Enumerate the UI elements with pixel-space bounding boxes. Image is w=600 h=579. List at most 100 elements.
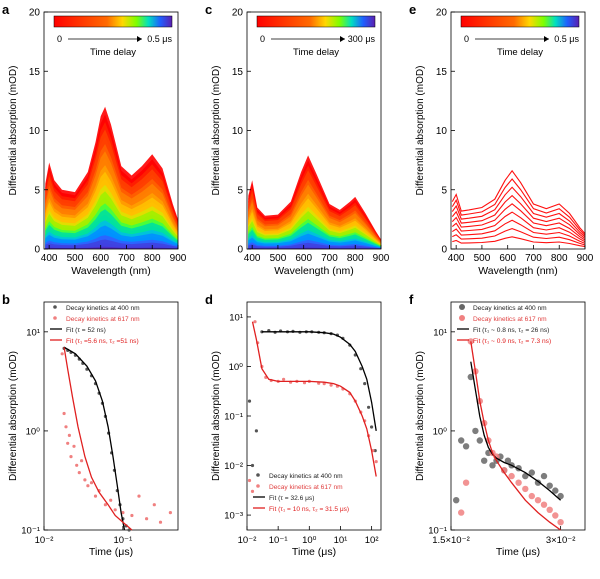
x-tick-label: 700 [118, 253, 135, 264]
legend-label: Decay kinetics at 400 nm [473, 305, 547, 312]
data-point [72, 444, 76, 448]
y-tick-label: 0 [34, 245, 40, 256]
y-axis-title: Differential absorption (mOD) [415, 66, 426, 196]
data-point [60, 352, 64, 356]
x-tick-label: 700 [321, 253, 338, 264]
x-tick-label: 500 [474, 253, 491, 264]
colorbar-start-label: 0 [57, 34, 62, 44]
data-point [370, 425, 374, 429]
data-point [522, 472, 529, 480]
data-point [77, 471, 81, 475]
y-tick-label: 10⁻¹ [428, 526, 447, 537]
x-tick-label: 600 [499, 253, 516, 264]
legend-marker [256, 473, 260, 477]
y-tick-label: 0 [441, 245, 447, 256]
fit-line [63, 346, 126, 531]
data-point [62, 411, 66, 416]
data-point [113, 508, 117, 512]
data-point [168, 510, 172, 515]
x-tick-label: 1.5×10⁻² [432, 535, 470, 546]
legend-entry: Decay kinetics at 617 nm [459, 315, 547, 323]
data-point [501, 467, 508, 474]
x-tick-label: 900 [577, 253, 594, 264]
data-point [557, 492, 564, 500]
data-point [476, 437, 483, 444]
x-tick-label: 10⁻¹ [113, 535, 132, 546]
legend-entry: Fit (τ₁ =5.6 ns, τ₂ =51 ns) [50, 338, 139, 345]
data-point [253, 320, 257, 324]
data-point [552, 512, 559, 519]
data-point [282, 377, 286, 381]
data-point [528, 469, 535, 476]
x-tick-label: 800 [347, 253, 364, 264]
legend-label: Decay kinetics at 617 nm [269, 484, 343, 491]
data-point [534, 479, 542, 486]
panel-d: d 10⁻² 10⁻¹ 10⁰ 10¹ 10² 10⁻³ 10⁻² 10⁻¹ 10⁰ 10¹ Deca… [205, 292, 382, 558]
y-tick-label: 5 [441, 185, 447, 196]
legend-entry: Fit (τ₁ = 10 ns, τ₂ = 31.5 μs) [253, 506, 349, 513]
y-tick-label: 10⁰ [26, 426, 41, 437]
legend-marker [53, 316, 57, 320]
colorbar-end-label: 300 μs [348, 34, 376, 44]
data-point [127, 528, 131, 532]
data-point [522, 485, 529, 493]
x-tick-label: 10² [365, 535, 379, 546]
y-tick-label: 10⁻² [224, 461, 243, 472]
colorbar-end-label: 0.5 μs [554, 34, 579, 44]
legend-label: Fit (τ = 32.6 μs) [269, 495, 314, 502]
panel-letter: a [2, 2, 10, 17]
series [63, 346, 126, 531]
spectrum-trace [451, 219, 586, 244]
y-tick-label: 10¹ [26, 327, 40, 338]
data-point [508, 472, 515, 480]
x-tick-label: 400 [448, 253, 465, 264]
y-axis-title: Differential absorption (mOD) [8, 351, 19, 481]
spectrum-trace [451, 186, 586, 238]
time-arrow-head [137, 36, 142, 42]
data-point [145, 517, 149, 521]
y-tick-label: 10 [232, 126, 244, 137]
legend-marker [459, 304, 465, 310]
data-point [546, 482, 553, 489]
data-point [557, 519, 564, 526]
y-axis-title: Differential absorption (mOD) [211, 66, 222, 196]
data-point [152, 503, 156, 507]
panel-letter: d [205, 292, 213, 307]
colorbar [53, 15, 173, 28]
y-tick-label: 10⁻¹ [224, 412, 243, 423]
spectrum-trace [451, 178, 586, 236]
data-point [515, 479, 522, 486]
y-tick-label: 10 [29, 126, 41, 137]
panel-letter: c [205, 2, 212, 17]
legend-marker [256, 484, 260, 488]
panel-a: a 400 500 600 700 800 900 0 5 10 15 20 0 0.5 μs Time d… [2, 2, 187, 277]
data-point [86, 484, 90, 488]
fit-line [261, 331, 377, 432]
x-tick-label: 10⁻² [238, 535, 257, 546]
data-point [130, 513, 134, 518]
series [251, 321, 377, 477]
colorbar-start-label: 0 [464, 34, 469, 44]
legend-label: Fit (τ₁ ~ 0.8 ns, τ₂ = 26 ns) [473, 327, 549, 334]
y-tick-label: 10⁰ [433, 426, 448, 437]
data-point [67, 433, 71, 437]
y-axis-title: Differential absorption (mOD) [8, 66, 19, 196]
data-point [103, 503, 107, 507]
panel-c: c 400 500 600 700 800 900 0 5 10 15 20 0 300 μs Time d… [205, 2, 390, 277]
data-point [89, 481, 94, 485]
fit-line [251, 321, 377, 477]
data-point [528, 492, 535, 500]
data-point [373, 449, 377, 453]
data-point [93, 494, 98, 498]
x-axis-title: Wavelength (nm) [274, 265, 354, 277]
legend-entry: Fit (τ₁ ~ 0.9 ns, τ₂ = 7.3 ns) [457, 338, 551, 345]
legend-marker [53, 305, 57, 309]
legend-entry: Decay kinetics at 400 nm [256, 473, 343, 480]
data-point [462, 443, 470, 450]
y-tick-label: 10 [436, 126, 448, 137]
spectrum-trace [451, 194, 586, 239]
spectrum-trace [45, 243, 178, 249]
series [470, 361, 562, 501]
series [63, 347, 133, 531]
x-axis-title: Wavelength (nm) [71, 265, 151, 277]
